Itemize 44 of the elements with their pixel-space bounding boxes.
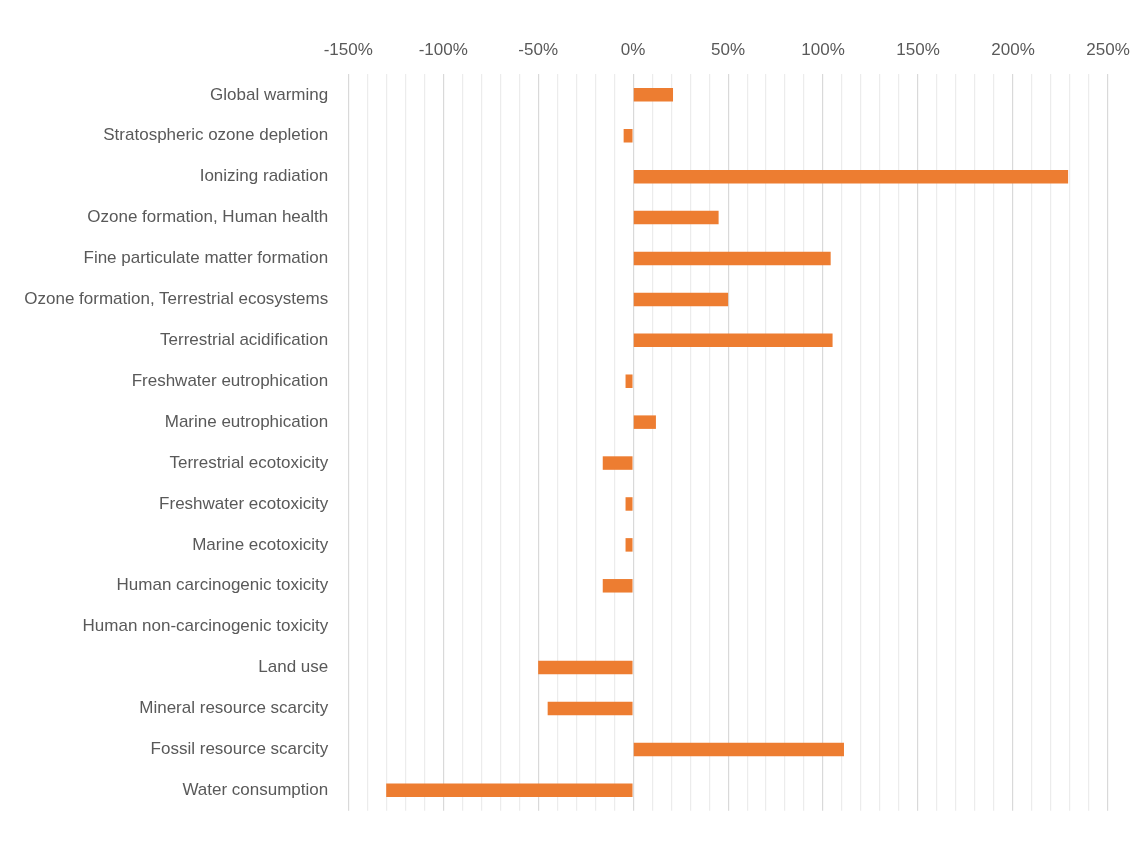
x-tick-label: 150% — [896, 39, 940, 59]
bar — [625, 538, 633, 552]
y-tick-label: Stratospheric ozone depletion — [103, 125, 329, 145]
x-tick-label: 200% — [991, 39, 1035, 59]
bar — [633, 415, 656, 429]
bar — [633, 292, 729, 307]
bar — [625, 374, 633, 388]
y-tick-label: Terrestrial ecotoxicity — [169, 452, 329, 472]
x-tick-label: -100% — [418, 39, 468, 59]
x-tick-label: -150% — [323, 39, 373, 59]
y-tick-label: Ozone formation, Terrestrial ecosystems — [24, 289, 329, 309]
x-tick-label: 50% — [711, 39, 746, 59]
y-tick-label: Fossil resource scarcity — [150, 739, 329, 759]
y-tick-label: Freshwater eutrophication — [131, 370, 329, 390]
bar — [625, 497, 633, 511]
bar — [633, 88, 674, 102]
bar — [602, 456, 633, 470]
y-tick-label: Fine particulate matter formation — [83, 248, 329, 268]
y-tick-label: Global warming — [210, 84, 329, 104]
x-tick-label: -50% — [518, 39, 559, 59]
y-tick-label: Land use — [258, 657, 329, 677]
x-tick-label: 100% — [801, 39, 845, 59]
bar — [386, 783, 633, 798]
y-tick-label: Marine ecotoxicity — [192, 534, 329, 554]
bar — [633, 169, 1069, 184]
y-tick-label: Freshwater ecotoxicity — [159, 493, 329, 513]
y-tick-label: Human carcinogenic toxicity — [116, 575, 329, 595]
y-tick-label: Human non-carcinogenic toxicity — [82, 616, 329, 636]
y-tick-label: Mineral resource scarcity — [139, 698, 329, 718]
y-tick-label: Terrestrial acidification — [160, 330, 329, 350]
bar — [633, 210, 719, 225]
x-tick-label: 0% — [620, 39, 646, 59]
bar — [602, 579, 633, 593]
bar — [633, 742, 844, 757]
bar — [623, 129, 633, 143]
bar — [633, 251, 831, 266]
bar — [633, 333, 833, 348]
bar — [547, 701, 633, 716]
y-tick-label: Water consumption — [182, 780, 329, 800]
x-tick-label: 250% — [1086, 39, 1130, 59]
y-tick-label: Marine eutrophication — [164, 411, 329, 431]
bar — [538, 660, 633, 675]
y-tick-label: Ozone formation, Human health — [87, 207, 329, 227]
y-tick-label: Ionizing radiation — [199, 166, 329, 186]
